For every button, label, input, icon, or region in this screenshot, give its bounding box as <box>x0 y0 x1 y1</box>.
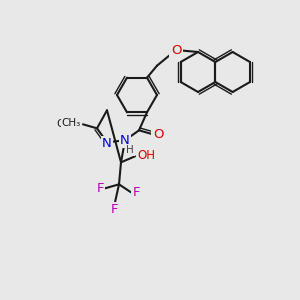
Text: N: N <box>102 137 112 150</box>
Text: H: H <box>126 145 134 155</box>
Text: F: F <box>96 182 104 195</box>
Text: CH₃: CH₃ <box>57 119 76 129</box>
Text: OH: OH <box>137 149 155 162</box>
Text: CH₃: CH₃ <box>62 118 81 128</box>
Text: O: O <box>171 44 181 56</box>
Text: O: O <box>153 128 163 141</box>
Text: N: N <box>120 134 130 147</box>
Text: F: F <box>132 186 140 199</box>
Text: F: F <box>111 203 119 216</box>
